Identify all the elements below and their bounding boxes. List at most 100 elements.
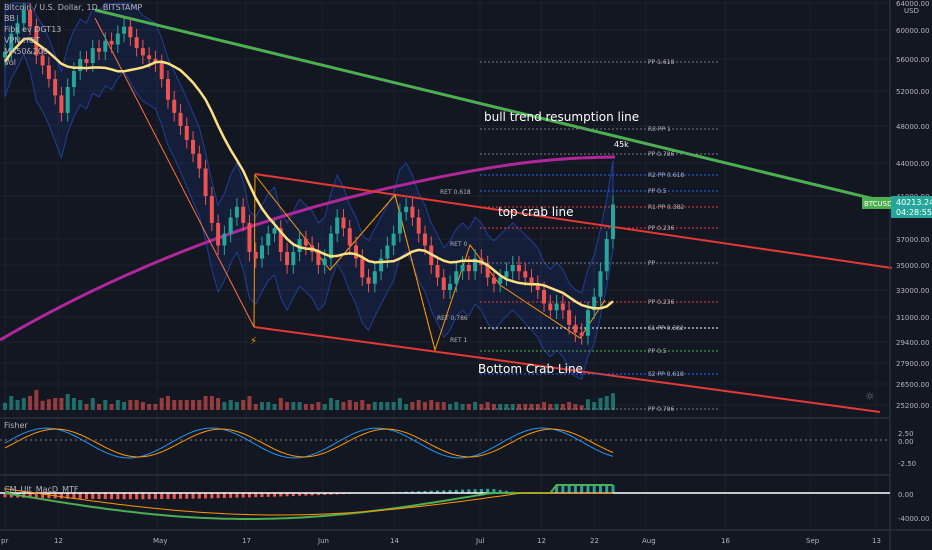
candle bbox=[178, 112, 183, 126]
price-tick: 60000.00 bbox=[896, 27, 929, 35]
candle bbox=[529, 277, 534, 284]
candle bbox=[115, 33, 120, 45]
candle bbox=[84, 59, 89, 63]
candle bbox=[266, 233, 271, 246]
candle bbox=[592, 296, 597, 311]
volume-bar bbox=[460, 404, 465, 410]
ma50-line bbox=[3, 37, 614, 310]
volume-bar bbox=[65, 394, 70, 410]
volume-bar bbox=[379, 402, 384, 410]
volume-bar bbox=[78, 400, 83, 410]
time-tick: Sep bbox=[806, 537, 820, 545]
macd-bar bbox=[592, 485, 596, 493]
candle bbox=[9, 33, 14, 52]
volume-bar bbox=[128, 400, 133, 410]
macd-bar bbox=[47, 493, 51, 499]
macd-bar bbox=[573, 485, 577, 493]
candle bbox=[234, 206, 239, 218]
candle bbox=[222, 233, 227, 246]
candle bbox=[78, 59, 83, 71]
price-tick: 44000.00 bbox=[896, 160, 929, 168]
candle bbox=[303, 239, 308, 246]
volume-bar bbox=[278, 398, 283, 410]
volume-bar bbox=[285, 402, 290, 410]
macd-bar bbox=[329, 493, 333, 495]
fisher-tick: 0.00 bbox=[898, 438, 914, 446]
candle bbox=[460, 265, 465, 272]
macd-bar bbox=[28, 493, 32, 498]
macd-bar bbox=[461, 489, 465, 493]
volume-bar bbox=[548, 404, 553, 410]
volume-bar bbox=[191, 400, 196, 410]
candle bbox=[203, 168, 208, 196]
candle bbox=[491, 277, 496, 284]
fisher-line bbox=[4, 427, 614, 459]
volume-bar bbox=[216, 398, 221, 410]
candle bbox=[448, 283, 453, 290]
candle bbox=[191, 139, 196, 154]
indicator-fibs[interactable]: Fibs ev DGT13 bbox=[4, 25, 62, 34]
volume-bar bbox=[554, 404, 559, 410]
candle bbox=[15, 23, 20, 34]
macd-bar bbox=[204, 493, 208, 499]
price-tick: 25200.00 bbox=[896, 402, 929, 410]
macd-label[interactable]: CM_Ult_MacD_MTF bbox=[4, 485, 79, 494]
macd-line bbox=[4, 484, 613, 520]
macd-bar bbox=[241, 493, 245, 498]
candle bbox=[573, 324, 578, 333]
macd-bar bbox=[116, 493, 120, 500]
volume-bar bbox=[71, 398, 76, 410]
volume-bar bbox=[241, 400, 246, 410]
indicator-vol[interactable]: Vol bbox=[4, 58, 16, 67]
macd-bar bbox=[598, 485, 602, 493]
macd-bar bbox=[222, 493, 226, 499]
candle bbox=[385, 245, 390, 259]
volume-bar bbox=[165, 396, 170, 410]
candle bbox=[504, 271, 509, 278]
current-price-tag bbox=[891, 196, 932, 218]
macd-tick: 0.00 bbox=[898, 491, 914, 499]
volume-bar bbox=[611, 393, 615, 410]
settings-icon[interactable]: ☼ bbox=[865, 390, 875, 403]
volume-bar bbox=[410, 402, 415, 410]
volume-bar bbox=[542, 402, 547, 410]
ret-0-label: RET 0 bbox=[450, 241, 468, 248]
macd-bar bbox=[580, 485, 584, 493]
candle bbox=[209, 196, 214, 223]
price-tick: 37000.00 bbox=[896, 236, 929, 244]
fib-levels: PP 1.618 R3 PP 1 PP 0.786 R2 PP 0.618 PP 0.5… bbox=[480, 59, 720, 413]
time-tick: Aug bbox=[642, 537, 656, 545]
candle bbox=[316, 252, 321, 265]
candle bbox=[134, 37, 139, 49]
candle bbox=[560, 303, 565, 311]
volume-bar bbox=[53, 398, 58, 410]
candle bbox=[21, 9, 26, 24]
macd-bar bbox=[417, 491, 421, 493]
volume-bar bbox=[573, 404, 578, 410]
indicator-vpn[interactable]: VPN HOT bbox=[4, 36, 41, 45]
macd-bar bbox=[304, 493, 308, 496]
macd-bar bbox=[442, 490, 446, 493]
volume-bar bbox=[466, 404, 471, 410]
candle bbox=[197, 153, 202, 169]
candle bbox=[322, 258, 327, 265]
candle bbox=[466, 265, 471, 272]
volume-bar bbox=[297, 402, 302, 410]
countdown: 04:28:55 bbox=[896, 208, 932, 217]
macd-bar bbox=[103, 493, 107, 500]
macd-bar bbox=[266, 493, 270, 497]
volume-bar bbox=[103, 400, 108, 410]
indicator-bb[interactable]: BB bbox=[4, 14, 15, 23]
fisher-label[interactable]: Fisher bbox=[4, 421, 28, 430]
fisher-trigger-line bbox=[4, 428, 614, 458]
candle bbox=[391, 233, 396, 246]
fib-label: PP 0.236 bbox=[648, 299, 675, 306]
price-tick: 52000.00 bbox=[896, 88, 929, 96]
candle bbox=[441, 277, 446, 290]
fisher-tick: 2.50 bbox=[898, 430, 914, 438]
candle bbox=[34, 26, 39, 56]
indicator-ma[interactable]: MA50&200 bbox=[4, 47, 49, 56]
volume-bar bbox=[372, 402, 377, 410]
candle bbox=[59, 95, 64, 113]
